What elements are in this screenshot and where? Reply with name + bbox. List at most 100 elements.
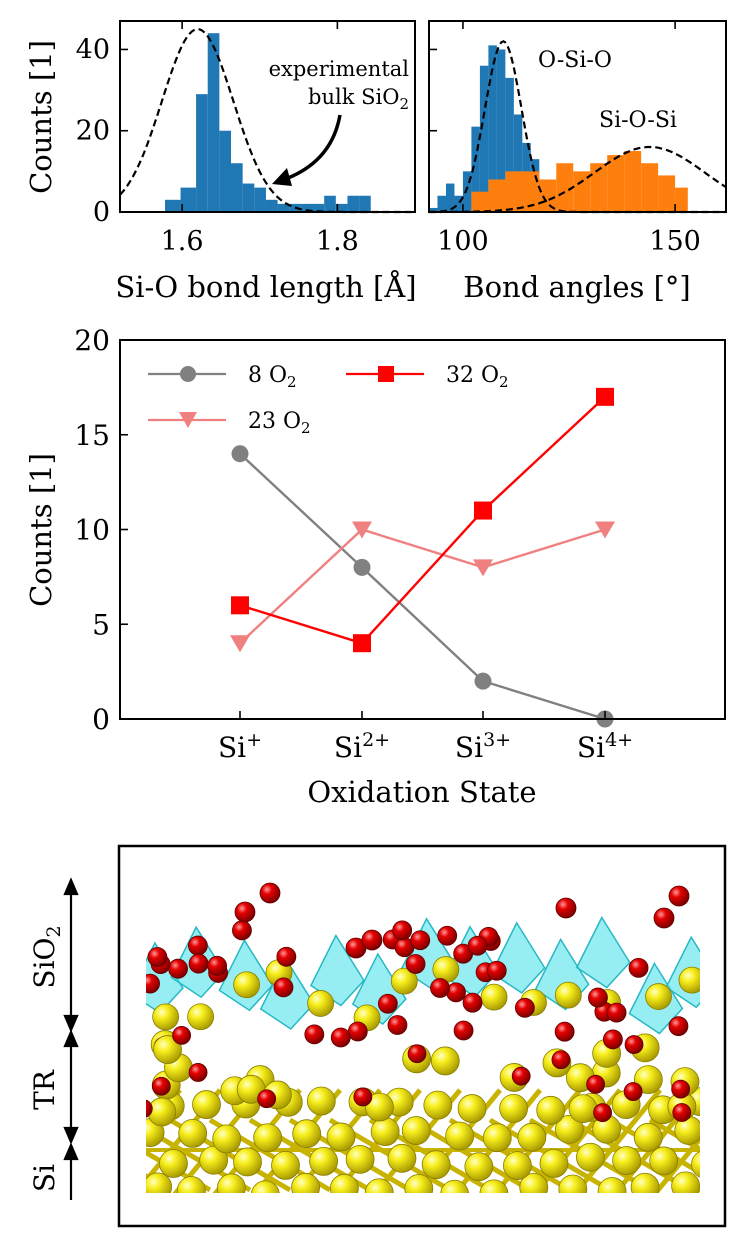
si-atom	[390, 967, 418, 995]
si-atom	[519, 1172, 549, 1193]
o-atom	[207, 955, 228, 976]
o-atom	[187, 935, 208, 956]
si-bond	[730, 1120, 748, 1190]
oxidation-xtick-label-3: Si4+	[577, 729, 633, 764]
si-atom	[678, 966, 700, 994]
si-atom	[633, 1065, 663, 1095]
oxidation-ytick-label-3: 15	[74, 419, 110, 452]
bond-length-bar-si-o-bond-length-9	[277, 203, 290, 212]
si-bond	[648, 1117, 700, 1153]
si-atom	[568, 1094, 598, 1124]
bond-length-bar-si-o-bond-length-0	[165, 199, 181, 212]
si-atom	[430, 1046, 460, 1076]
o-atom	[551, 1050, 571, 1070]
si-atom	[691, 1151, 700, 1178]
o-atom	[586, 1074, 606, 1094]
si-atom	[576, 1142, 605, 1172]
si-bond	[50, 1090, 140, 1200]
legend: 8 O2 32 O2 23 O2	[148, 363, 509, 437]
region-label-sio2: SiO2	[28, 925, 65, 988]
bond-angle-xtick-label-1: 150	[649, 226, 701, 257]
si-atom	[251, 1180, 280, 1193]
oxidation-xtick-label-1: Si2+	[334, 729, 390, 764]
si-atom	[597, 1177, 627, 1193]
oxidation-y-label: Counts [1]	[24, 453, 58, 607]
si-atom	[306, 1086, 336, 1116]
bond-angle-axes-frame	[428, 20, 727, 213]
si-atom	[440, 1179, 469, 1193]
o-atom	[672, 1103, 692, 1122]
si-atom	[457, 1094, 487, 1123]
bond-length-axes-frame	[119, 20, 416, 213]
bond-angle-bar-si-o-si-6	[573, 171, 591, 212]
o-atom	[273, 977, 294, 998]
o-atom	[168, 958, 188, 979]
si-atom	[233, 1147, 262, 1177]
bond-angle-bar-si-o-si-11	[658, 175, 676, 212]
o-atom	[588, 987, 608, 1008]
si-atom	[329, 1173, 359, 1193]
si-atom	[370, 1117, 400, 1147]
o-atom	[188, 953, 209, 974]
o-atom	[387, 1015, 408, 1035]
bond-length-ytick-label-2: 40	[76, 34, 110, 65]
bond-angle-bar-si-o-si-9	[624, 151, 642, 212]
bond-angle-bar-o-si-o-1	[437, 195, 446, 212]
annotation-arrow	[287, 114, 342, 180]
o-atom	[361, 929, 383, 951]
si-atom	[503, 1151, 532, 1181]
point-8-o2-1	[353, 558, 371, 576]
si-atom	[192, 1090, 221, 1119]
si-atom	[253, 1123, 283, 1153]
si-atom	[612, 1146, 641, 1175]
si-atom	[404, 1174, 434, 1193]
bond-length-ytick-label-0: 0	[93, 197, 110, 228]
bond-angle-histogram: 100 150 O-Si-O Si-O-Si Bond angles [°]	[428, 20, 727, 304]
legend-label-23-o2: 23 O2	[248, 409, 311, 437]
o-atom	[353, 1087, 373, 1107]
si-atom	[539, 1149, 569, 1178]
si-atom	[726, 1153, 748, 1181]
bond-angle-bar-si-o-si-7	[590, 163, 608, 212]
si-atom	[554, 981, 582, 1009]
o-atom	[151, 1076, 171, 1096]
bond-length-bar-si-o-bond-length-14	[335, 203, 348, 212]
si-atom	[326, 1122, 356, 1152]
o-atom	[668, 1016, 689, 1037]
structure-frame	[117, 844, 727, 1228]
si-atom	[307, 990, 335, 1017]
point-23-o2-3	[595, 521, 615, 539]
oxidation-ytick-label-4: 20	[74, 324, 110, 357]
oxidation-xtick-label-2: Si3+	[455, 729, 511, 764]
region-label-si: Si	[28, 1164, 61, 1192]
si-atom	[152, 1003, 180, 1031]
legend-marker-23-o2	[179, 412, 197, 428]
bond-length-bar-si-o-bond-length-1	[180, 187, 197, 212]
bond-angle-bar-si-o-si-1	[488, 179, 506, 212]
o-atom	[257, 1089, 277, 1109]
bond-angle-bar-o-si-o-4	[462, 171, 472, 212]
o-atom	[392, 920, 413, 941]
region-arrows	[63, 877, 79, 1200]
si-atom	[554, 1114, 584, 1144]
bond-length-annotation-line1: experimental	[269, 57, 410, 81]
o-atom	[623, 1082, 643, 1101]
o-atom	[602, 1029, 623, 1050]
point-8-o2-2	[474, 672, 492, 690]
atoms	[146, 882, 748, 1193]
o-atom	[410, 930, 431, 951]
bond-angle-x-label: Bond angles [°]	[463, 270, 690, 304]
bond-angle-bar-o-si-o-6	[479, 65, 489, 213]
o-atom	[668, 885, 690, 907]
si-atom	[517, 1122, 547, 1152]
si-atom	[445, 1121, 475, 1151]
bond-length-bar-si-o-bond-length-13	[324, 195, 336, 212]
point-32-o2-2	[474, 501, 492, 520]
si-atom	[153, 1035, 182, 1064]
oxidation-ytick-label-0: 0	[92, 703, 110, 736]
o-atom	[624, 1035, 644, 1054]
o-atom	[276, 946, 297, 967]
bond-angle-bar-o-si-o-3	[454, 195, 463, 212]
si-atom	[633, 1122, 663, 1152]
